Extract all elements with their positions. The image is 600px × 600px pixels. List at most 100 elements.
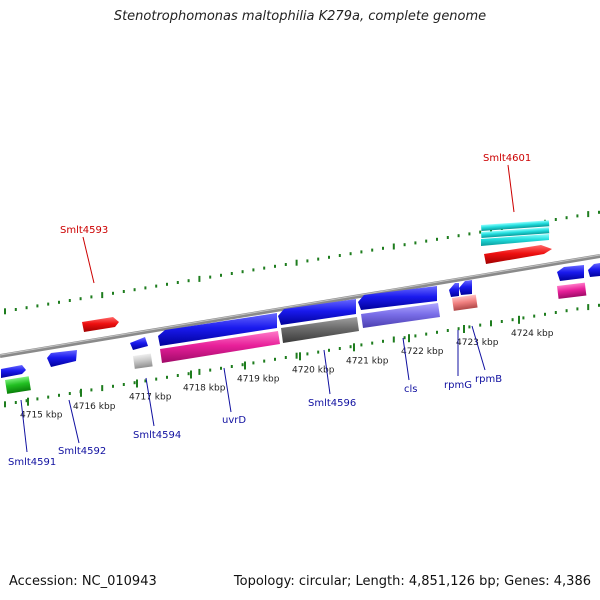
track-dot [403,243,406,247]
track-dot [263,266,266,270]
gene-label-uvrD[interactable]: uvrD [222,415,246,426]
gene-smlt4601[interactable] [484,245,552,264]
track-dot [425,332,428,336]
track-dot [306,352,309,356]
track-dot [36,397,39,401]
gene-right-blue-2[interactable] [588,263,600,277]
track-dot [371,341,374,345]
gene-label-cls[interactable]: cls [404,384,418,395]
genome-summary-text: Topology: circular; Length: 4,851,126 bp… [233,574,591,589]
track-dot [209,368,212,372]
track-dot [328,348,330,352]
track-dot [565,309,568,313]
track-dot [479,230,482,234]
gene-smlt4592[interactable] [47,350,77,367]
gene-smlt4591-blue[interactable] [1,365,26,378]
track-dot [36,304,39,308]
track-dot [544,312,546,316]
track-dot [284,263,287,266]
track-dot [25,399,28,403]
gene-uvrD-pink[interactable] [160,331,280,363]
track-dot [446,329,449,332]
gene-smlt4594-blue[interactable] [130,337,148,350]
track-dot [58,300,60,304]
dotted-tracks [4,210,600,408]
gene-rpmG[interactable] [449,283,459,297]
track-dot [252,268,255,272]
map-title: Stenotrophomonas maltophilia K279a, comp… [113,9,487,24]
track-dot [414,334,417,338]
track-dot [403,336,406,340]
track-dot [436,330,438,334]
scale-tick-label: 4718 kbp [183,384,226,394]
track-dot [587,304,590,311]
gene-label-smlt4593[interactable]: Smlt4593 [60,225,108,236]
scale-tick-mark [518,315,520,324]
track-dot [425,239,428,243]
track-dot [101,292,104,299]
track-dot [479,323,482,327]
gene-right-blue-1[interactable] [557,265,584,281]
scale-tick-mark [463,325,465,333]
track-dot [576,214,579,218]
track-dot [112,384,114,388]
track-dot [554,218,557,221]
scale-tick-label: 4722 kbp [401,347,444,357]
track-dot [4,308,6,315]
gene-smlt4593[interactable] [82,317,119,332]
gene-label-rpmB[interactable]: rpmB [475,374,502,385]
track-dot [522,316,525,320]
track-dot [252,361,255,365]
track-dot [144,286,147,290]
track-dot [122,290,125,293]
track-dot [576,307,579,311]
track-dot [241,270,244,274]
track-dot [79,297,82,301]
track-dot [14,308,17,311]
track-dot [176,281,179,284]
gene-smlt4596[interactable] [278,299,356,325]
track-dot [47,395,50,399]
gene-smlt4596-gray[interactable] [281,317,359,343]
gene-uvrD[interactable] [158,313,277,346]
scale-tick-mark [244,361,246,370]
gene-smlt4601-cyan-base[interactable] [481,234,549,246]
gene-smlt4601-cyan-upper[interactable] [480,220,550,231]
track-dot [58,393,60,397]
track-dot [349,345,352,349]
track-dot [220,273,222,277]
genome-backbone-highlight [0,254,600,356]
gene-rpmB[interactable] [459,280,472,295]
track-dot [295,259,298,266]
gene-right-pink[interactable] [557,282,587,299]
gene-label-smlt4594[interactable]: Smlt4594 [133,430,181,441]
gene-cls[interactable] [358,286,437,310]
track-dot [392,243,395,250]
scale-tick-label: 4724 kbp [511,329,554,339]
track-dot [587,211,590,218]
track-dot [414,241,417,245]
track-dot [565,216,568,220]
gene-smlt4591-green[interactable] [4,376,31,394]
track-dot [47,302,50,306]
scale-tick-mark [80,388,82,397]
track-dot [187,279,190,283]
scale-tick-mark [27,397,29,406]
track-dot [133,381,136,385]
gene-label-smlt4592[interactable]: Smlt4592 [58,446,106,457]
gene-features [1,220,600,394]
track-dot [90,295,93,299]
gene-label-rpmG[interactable]: rpmG [444,380,472,391]
gene-smlt4594-gray[interactable] [133,353,153,369]
gene-label-smlt4591[interactable]: Smlt4591 [8,457,56,468]
gene-rpm-salmon[interactable] [452,294,478,311]
gene-label-smlt4601[interactable]: Smlt4601 [483,153,531,164]
track-dot [457,327,460,331]
gene-cls-lavender[interactable] [361,303,440,328]
track-dot [533,314,536,318]
gene-smlt4601-cyan-lower[interactable] [480,227,550,238]
track-dot [360,250,363,254]
gene-label-smlt4596[interactable]: Smlt4596 [308,398,356,409]
track-dot [284,356,287,359]
